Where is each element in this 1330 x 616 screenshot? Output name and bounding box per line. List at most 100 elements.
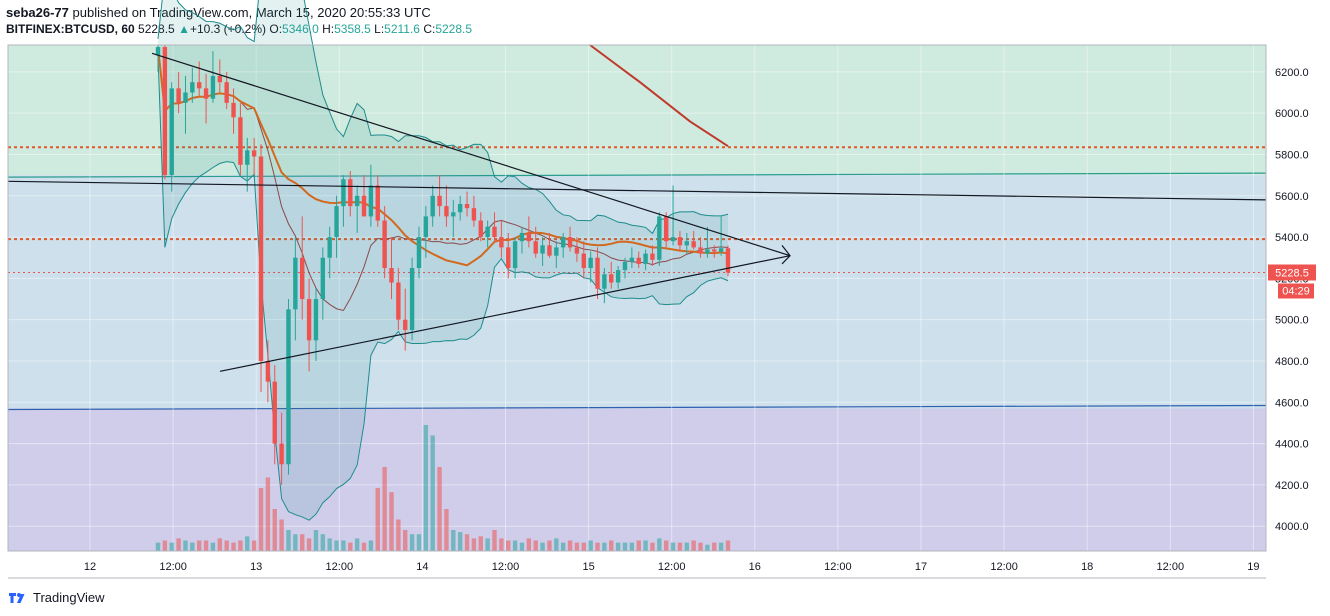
x-tick-label: 12 xyxy=(84,561,96,573)
volume-bar xyxy=(471,538,477,551)
volume-bar xyxy=(677,542,683,551)
volume-bar xyxy=(636,540,641,551)
volume-bar xyxy=(464,534,470,551)
candle-body xyxy=(444,206,449,217)
volume-bar xyxy=(403,530,408,551)
horizontal-trend-line xyxy=(7,180,1267,201)
volume-bar xyxy=(485,538,490,551)
volume-bar xyxy=(581,542,586,551)
y-tick-label: 6200.0 xyxy=(1275,67,1309,79)
y-tick-label: 4200.0 xyxy=(1275,480,1309,492)
candle-body xyxy=(663,216,669,242)
y-tick-label: 6000.0 xyxy=(1275,108,1309,120)
volume-bar xyxy=(526,538,532,551)
candle-body xyxy=(547,245,552,256)
volume-bar xyxy=(643,540,648,551)
volume-bar xyxy=(361,542,367,551)
candle-body xyxy=(643,253,648,264)
candle-body xyxy=(169,88,174,176)
candle-body xyxy=(485,226,490,238)
volume-bar xyxy=(492,530,497,551)
volume-bar xyxy=(430,435,435,551)
candle-body xyxy=(396,282,401,320)
high-value: 5358.5 xyxy=(334,22,371,36)
candle-body xyxy=(602,274,607,289)
candle-body xyxy=(382,220,387,269)
volume-bar xyxy=(629,542,635,551)
x-tick-label: 12:00 xyxy=(326,561,354,573)
y-tick-label: 5600.0 xyxy=(1275,191,1309,203)
y-tick-label: 5400.0 xyxy=(1275,232,1309,244)
x-tick-label: 13 xyxy=(250,561,262,573)
x-tick-label: 19 xyxy=(1247,561,1259,573)
x-tick-label: 17 xyxy=(915,561,927,573)
candle-body xyxy=(437,195,442,207)
candle-body xyxy=(368,185,374,217)
moving-average-slow xyxy=(589,44,729,148)
price-chart[interactable]: 6200.06000.05800.05600.05400.05200.05000… xyxy=(0,0,1330,590)
x-tick-label: 12:00 xyxy=(990,561,1018,573)
candle-body xyxy=(423,216,429,238)
volume-bar xyxy=(265,477,271,551)
candle-body xyxy=(279,443,284,465)
volume-bar xyxy=(506,540,511,551)
x-tick-label: 12:00 xyxy=(159,561,187,573)
candle-body xyxy=(334,206,339,238)
candle-body xyxy=(519,232,525,242)
candle-body xyxy=(341,179,346,207)
open-value: 5346.0 xyxy=(282,22,319,36)
volume-bar xyxy=(574,542,580,551)
candle-body xyxy=(471,208,477,221)
candle-body xyxy=(224,82,229,103)
candle-body xyxy=(320,257,326,300)
volume-bar xyxy=(712,542,717,551)
x-tick-label: 16 xyxy=(749,561,761,573)
footer-brand[interactable]: TradingView xyxy=(8,590,105,605)
candle-body xyxy=(451,212,456,217)
candle-body xyxy=(306,299,312,341)
publish-info: seba26-77 published on TradingView.com, … xyxy=(6,5,431,20)
volume-bar xyxy=(258,488,264,551)
candle-body xyxy=(258,156,264,361)
candle-body xyxy=(348,179,353,207)
high-label: H: xyxy=(322,22,335,36)
volume-bar xyxy=(547,540,552,551)
volume-bar xyxy=(231,542,236,551)
y-tick-label: 4400.0 xyxy=(1275,439,1309,451)
volume-bar xyxy=(409,534,415,551)
volume-bar xyxy=(245,536,250,551)
candle-body xyxy=(718,248,724,252)
candle-body xyxy=(499,237,504,248)
zone-0 xyxy=(8,45,1266,176)
candle-body xyxy=(176,88,181,103)
candle-body xyxy=(506,247,511,269)
volume-bar xyxy=(416,534,422,551)
close-value: 5228.5 xyxy=(435,22,473,36)
low-label: L: xyxy=(374,22,385,36)
x-tick-label: 15 xyxy=(582,561,594,573)
volume-bar xyxy=(197,540,202,551)
volume-bar xyxy=(540,542,545,551)
candle-body xyxy=(526,232,532,242)
volume-bar xyxy=(313,530,319,551)
candle-body xyxy=(609,274,614,283)
candle-body xyxy=(677,237,683,246)
price-zones xyxy=(7,45,1267,551)
chart-axes: 6200.06000.05800.05600.05400.05200.05000… xyxy=(7,44,1309,579)
candle-body xyxy=(300,257,305,300)
volume-bar xyxy=(560,542,566,551)
last-price: 5228.5 xyxy=(138,22,175,36)
volume-bar xyxy=(609,540,614,551)
moving-average-fast xyxy=(157,46,729,267)
x-tick-label: 12:00 xyxy=(1157,561,1185,573)
candle-body xyxy=(705,249,710,254)
author-name[interactable]: seba26-77 xyxy=(6,5,69,20)
volume-bar xyxy=(698,542,703,551)
candle-body xyxy=(492,226,497,238)
candle-body xyxy=(409,268,415,331)
candle-body xyxy=(183,92,188,103)
volume-bar xyxy=(203,540,209,551)
candle-body xyxy=(217,75,223,83)
volume-bar xyxy=(451,530,456,551)
candle-body xyxy=(265,360,271,382)
